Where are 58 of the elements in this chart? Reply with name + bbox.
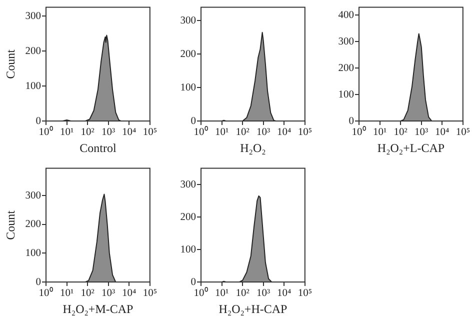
y-tick-label: 200 [180, 48, 196, 60]
x-tick-label: 10⁰ [38, 126, 54, 138]
y-axis-title: Count [3, 48, 18, 79]
x-tick-label: 10² [80, 288, 94, 300]
x-tick-label: 10⁰ [194, 287, 208, 300]
x-axis-title: H₂O₂+L-CAP [377, 140, 445, 155]
y-tick-label: 300 [338, 36, 354, 48]
x-tick-label: 10¹ [60, 127, 74, 138]
x-tick-label: 10⁰ [352, 126, 366, 138]
y-tick-label: 400 [338, 10, 354, 21]
x-tick-label: 10⁴ [122, 288, 137, 300]
x-tick-label: 10³ [102, 288, 116, 300]
y-tick-label: 0 [36, 116, 41, 127]
x-axis-title: H₂O₂+H-CAP [218, 302, 288, 316]
y-tick-label: 0 [348, 116, 354, 127]
y-tick-label: 100 [25, 80, 41, 92]
y-tick-label: 300 [180, 179, 196, 190]
x-tick-label: 10² [80, 127, 94, 138]
y-tick-label: 300 [25, 10, 41, 22]
x-tick-label: 10³ [102, 127, 116, 138]
y-tick-label: 200 [25, 219, 41, 230]
x-tick-label: 10⁵ [142, 288, 158, 300]
y-axis-title: Count [3, 210, 18, 240]
y-tick-label: 0 [190, 116, 196, 127]
x-tick-label: 10³ [256, 288, 270, 300]
x-axis-title: Control [80, 140, 117, 155]
x-tick-label: 10² [236, 127, 250, 138]
y-tick-label: 100 [180, 244, 196, 256]
x-axis-title: H₂O₂ [240, 140, 266, 155]
x-tick-label: 10² [394, 127, 408, 138]
x-tick-label: 10⁰ [38, 287, 54, 300]
x-tick-label: 10¹ [60, 288, 74, 300]
y-tick-label: 200 [25, 46, 41, 57]
x-tick-label: 10³ [414, 127, 428, 138]
y-tick-label: 0 [36, 276, 41, 288]
x-tick-label: 10⁰ [194, 126, 208, 138]
x-tick-label: 10² [236, 288, 250, 300]
x-tick-label: 10⁴ [435, 127, 450, 138]
x-tick-label: 10⁵ [298, 288, 312, 300]
x-tick-label: 10¹ [214, 288, 229, 300]
x-tick-label: 10³ [256, 127, 270, 138]
y-tick-label: 200 [338, 62, 354, 74]
y-tick-label: 200 [180, 212, 196, 223]
x-tick-label: 10⁵ [298, 127, 312, 138]
x-tick-label: 10¹ [214, 127, 229, 138]
y-tick-label: 300 [25, 190, 41, 202]
x-tick-label: 10¹ [372, 127, 387, 138]
y-tick-label: 100 [25, 248, 41, 259]
y-tick-label: 300 [180, 15, 196, 26]
x-axis-title: H₂O₂+M-CAP [62, 302, 134, 316]
x-tick-label: 10⁵ [142, 127, 158, 138]
x-tick-label: 10⁴ [277, 127, 292, 138]
x-tick-label: 10⁴ [277, 288, 292, 300]
x-tick-label: 10⁵ [456, 127, 470, 138]
y-tick-label: 100 [338, 89, 354, 100]
y-tick-label: 100 [180, 82, 196, 94]
x-tick-label: 10⁴ [122, 127, 137, 138]
y-tick-label: 0 [190, 276, 196, 288]
